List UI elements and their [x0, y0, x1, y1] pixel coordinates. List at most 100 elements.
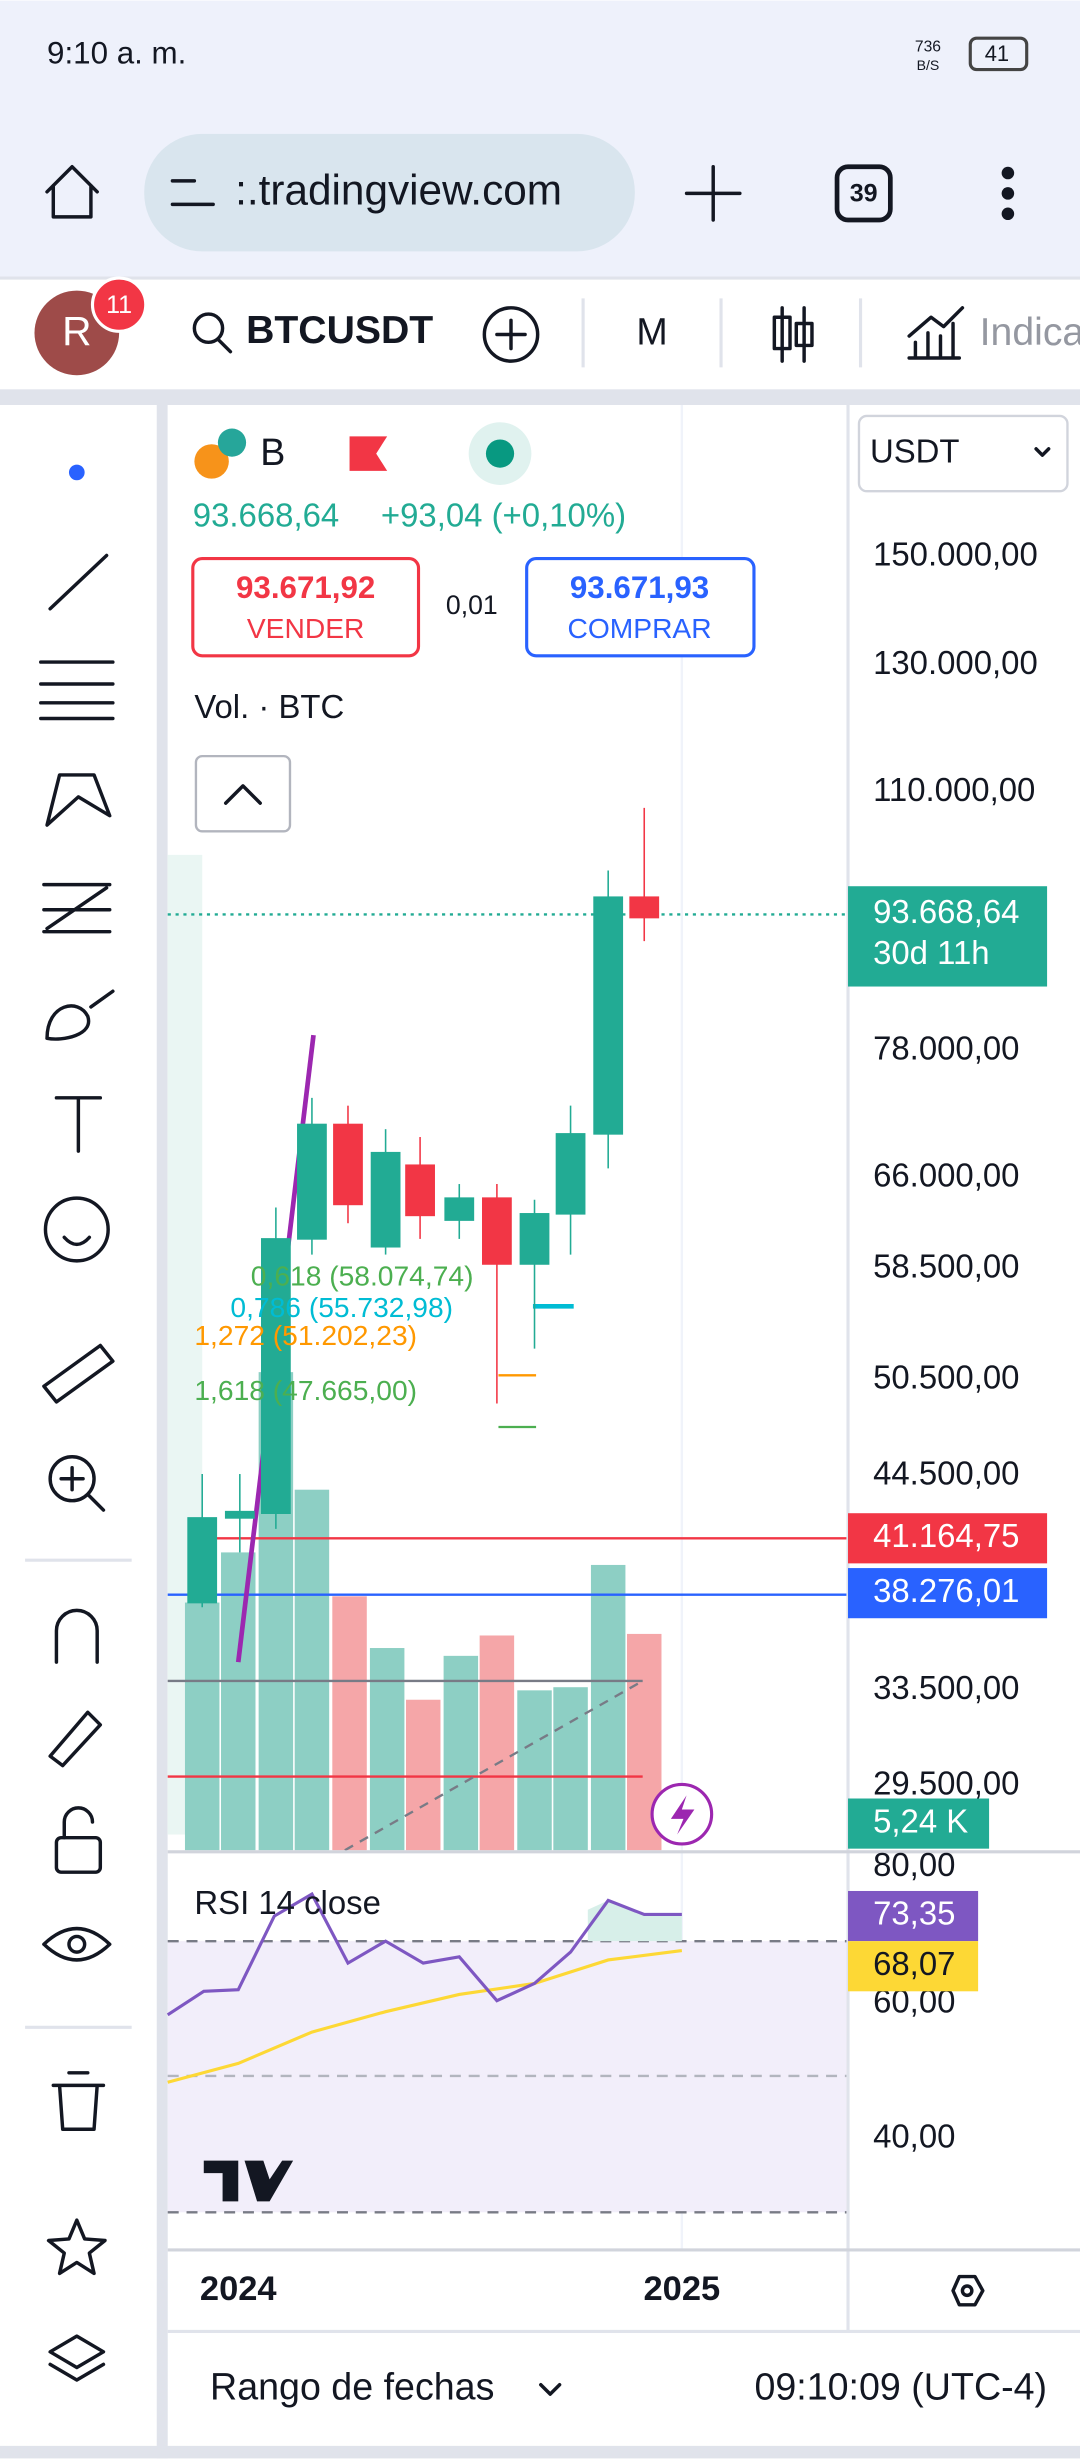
candle: [224, 1510, 255, 1519]
price-label: 66.000,00: [873, 1156, 1019, 1193]
price-label: 50.500,00: [873, 1359, 1019, 1396]
emoji-smile: [62, 1235, 92, 1247]
indicator-icon[interactable]: [907, 306, 965, 360]
lock-tool[interactable]: [54, 1835, 103, 1874]
price-label: 78.000,00: [873, 1029, 1019, 1066]
battery: [968, 36, 1029, 72]
line-tool[interactable]: [48, 553, 109, 611]
tab-count: 39: [850, 180, 878, 208]
price-label: 150.000,00: [873, 536, 1038, 573]
candle: [187, 1517, 218, 1604]
fib-tool[interactable]: [39, 660, 115, 721]
candle: [333, 1123, 363, 1206]
rsi-axis-label: 40,00: [873, 2117, 955, 2154]
tool-panel: [0, 405, 157, 2459]
red-line-price: 41.164,75: [873, 1517, 1019, 1554]
line-tag: [848, 1568, 1048, 1619]
symbol[interactable]: BTCUSDT: [246, 309, 433, 352]
menu-button[interactable]: [1001, 166, 1015, 221]
candle: [405, 1164, 435, 1217]
address-bar[interactable]: [144, 133, 635, 252]
rsi-value: 73,35: [873, 1895, 955, 1932]
currency: USDT: [870, 432, 960, 469]
tv-logo: [203, 2160, 294, 2202]
lightning-icon: [670, 1795, 695, 1835]
range-dropdown: [539, 2383, 562, 2396]
price-label: 44.500,00: [873, 1454, 1019, 1491]
search-icon-handle: [216, 337, 233, 354]
sell-label: VENDER: [247, 612, 365, 644]
avatar-letter: R: [62, 308, 91, 354]
volume-tag: [848, 1798, 990, 1849]
fib-label: 0,786 (55.732,98): [230, 1291, 453, 1323]
buy-price: 93.671,93: [570, 570, 709, 605]
lock-draw-tool[interactable]: [48, 1710, 103, 1768]
gap: [0, 389, 1080, 406]
favorite-tool[interactable]: [46, 2218, 107, 2276]
candle: [629, 896, 660, 919]
eye-tool[interactable]: [42, 1926, 112, 1962]
collapse-button[interactable]: [194, 754, 292, 833]
candle: [297, 1123, 327, 1240]
volume-bar: [221, 1552, 256, 1851]
lock-shackle: [62, 1806, 95, 1840]
site-icon[interactable]: [170, 179, 215, 207]
cursor-tool[interactable]: [68, 464, 85, 481]
ruler-tool[interactable]: [42, 1343, 115, 1404]
flag[interactable]: [349, 436, 388, 471]
fib-label: 0,618 (58.074,74): [251, 1260, 474, 1292]
trend-line: [344, 1679, 644, 1852]
emoji-tool[interactable]: [43, 1196, 110, 1263]
projection-tool[interactable]: [42, 882, 112, 934]
tabs-button[interactable]: [834, 164, 893, 223]
home-icon[interactable]: [45, 165, 99, 219]
layers-tool[interactable]: [48, 2334, 106, 2382]
volume-legend: Vol. · BTC: [194, 688, 344, 725]
candle: [444, 1197, 475, 1221]
blue-line-price: 38.276,01: [873, 1572, 1019, 1609]
zoom-tool[interactable]: [48, 1455, 96, 1503]
dropdown-icon: [1034, 447, 1051, 457]
rsi-ma-line: [167, 1948, 683, 2084]
rsi-tag: [848, 1890, 979, 1942]
settings-button[interactable]: [951, 2274, 985, 2307]
countdown: 30d 11h: [873, 934, 990, 971]
search-icon[interactable]: [192, 312, 225, 345]
buy-button[interactable]: [525, 557, 756, 658]
volume-bar: [553, 1687, 588, 1851]
rsi-line: [166, 1891, 682, 2017]
compare-button[interactable]: [482, 306, 540, 363]
indicators[interactable]: Indica: [980, 311, 1080, 354]
price-axis: 150.000,00 130.000,00 110.000,00 78.000,00 6…: [873, 536, 1038, 1802]
badge-count: 11: [106, 291, 132, 319]
last-price-tag: [848, 886, 1048, 987]
new-tab[interactable]: [684, 165, 742, 222]
candle: [482, 1197, 512, 1265]
legend-price: 93.668,64: [193, 497, 339, 534]
volume-bar: [517, 1690, 552, 1851]
interval[interactable]: M: [636, 310, 667, 352]
pattern-tool[interactable]: [45, 773, 112, 827]
rsi-title: RSI 14 close: [194, 1884, 381, 1921]
candle: [260, 1238, 291, 1514]
volume-bar: [294, 1489, 330, 1851]
battery-level: 41: [985, 41, 1009, 66]
price-label: 29.500,00: [873, 1765, 1019, 1802]
spread: 0,01: [446, 590, 498, 620]
candle-icon: [794, 321, 814, 348]
date-range[interactable]: Rango de fechas: [210, 2365, 494, 2407]
trash-tool[interactable]: [51, 2071, 106, 2131]
magnet-tool[interactable]: [54, 1608, 99, 1664]
badge: [90, 276, 148, 333]
rsi-ma-tag: [848, 1941, 979, 1992]
volume-bar: [443, 1655, 479, 1851]
compare-plus: [495, 318, 527, 351]
brush-tool[interactable]: [45, 989, 115, 1041]
price-label: 33.500,00: [873, 1669, 1019, 1706]
text-tool[interactable]: [54, 1096, 103, 1153]
sell-button[interactable]: [191, 557, 421, 658]
eye-pupil: [67, 1934, 87, 1954]
currency-select[interactable]: [857, 414, 1069, 493]
